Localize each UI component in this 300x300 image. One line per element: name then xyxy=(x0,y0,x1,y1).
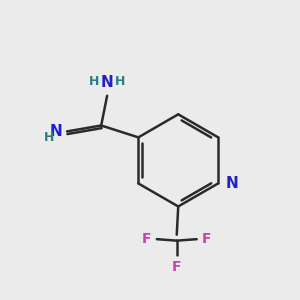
Text: H: H xyxy=(88,75,99,88)
Text: H: H xyxy=(115,75,126,88)
Text: N: N xyxy=(226,176,238,191)
Text: N: N xyxy=(50,124,62,139)
Text: N: N xyxy=(101,75,113,90)
Text: F: F xyxy=(202,232,211,246)
Text: F: F xyxy=(172,260,182,274)
Text: F: F xyxy=(142,232,152,246)
Text: H: H xyxy=(44,131,54,144)
